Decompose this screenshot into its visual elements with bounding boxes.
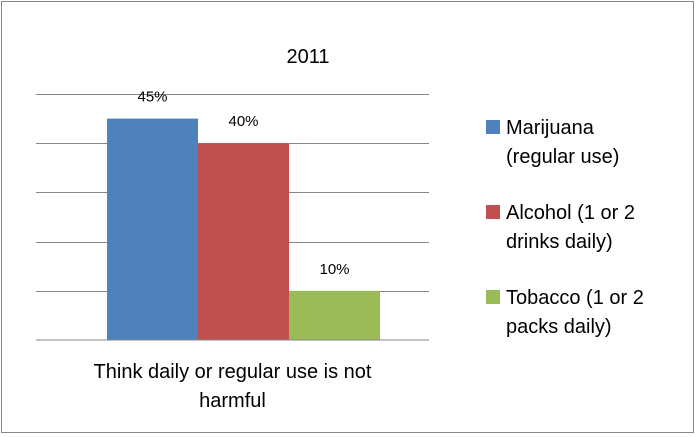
chart-svg: 2011 45% 40% 10% Think daily or regular us… — [36, 46, 644, 412]
bars — [107, 118, 380, 340]
bar-tobacco — [289, 290, 380, 340]
legend-label-marijuana: Marijuana (regular use) — [506, 117, 619, 168]
category-labels: Think daily or regular use is not harmful — [94, 361, 372, 412]
legend-swatch-alcohol — [486, 205, 500, 219]
data-labels: 45% 40% 10% — [137, 89, 349, 278]
chart-title: 2011 — [286, 46, 329, 68]
bar-alcohol — [198, 143, 289, 340]
data-label-alcohol: 40% — [228, 113, 258, 130]
bar-marijuana — [107, 118, 198, 340]
legend-label-tobacco: Tobacco (1 or 2 packs daily) — [506, 287, 644, 338]
legend: Marijuana (regular use) Alcohol (1 or 2 dri… — [486, 117, 644, 338]
data-label-marijuana: 45% — [137, 89, 167, 106]
category-label: Think daily or regular use is not harmful — [94, 361, 372, 412]
legend-swatch-tobacco — [486, 290, 500, 304]
legend-swatch-marijuana — [486, 120, 500, 134]
data-label-tobacco: 10% — [319, 261, 349, 278]
legend-label-alcohol: Alcohol (1 or 2 drinks daily) — [506, 202, 635, 253]
